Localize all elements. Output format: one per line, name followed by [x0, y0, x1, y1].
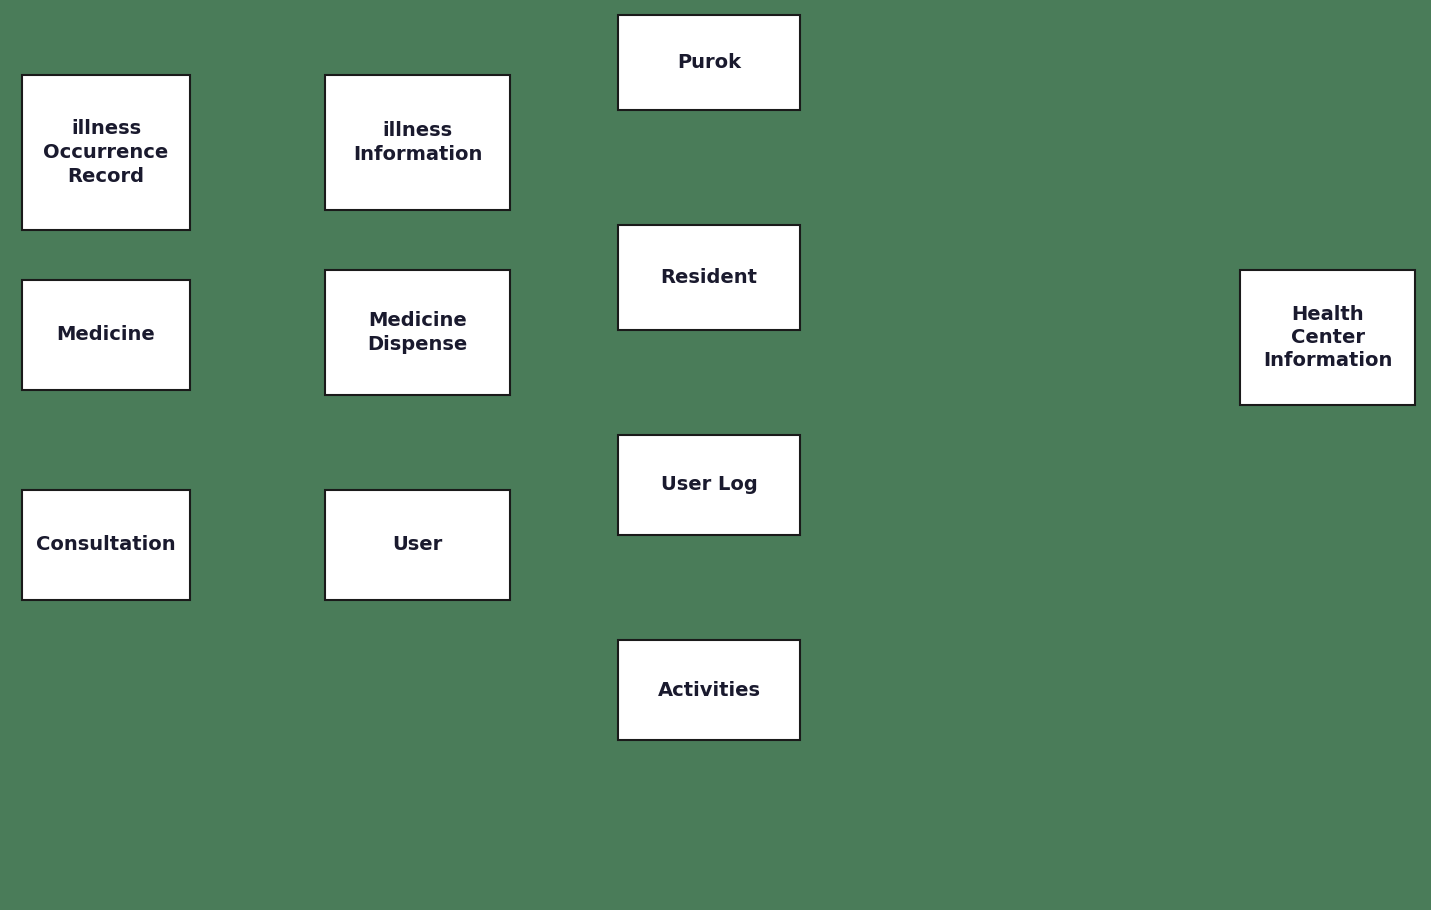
Text: User Log: User Log	[661, 476, 757, 494]
Text: Consultation: Consultation	[36, 535, 176, 554]
Bar	[325, 490, 509, 600]
Bar	[618, 225, 800, 330]
Text: Activities: Activities	[657, 681, 760, 700]
Text: Medicine
Dispense: Medicine Dispense	[368, 311, 468, 354]
Bar	[618, 435, 800, 535]
Bar	[325, 270, 509, 395]
Text: Medicine: Medicine	[57, 326, 156, 345]
Text: User: User	[392, 535, 442, 554]
Bar	[21, 75, 190, 230]
Bar	[618, 640, 800, 740]
Text: Resident: Resident	[661, 268, 757, 287]
Text: illness
Information: illness Information	[353, 121, 482, 164]
Text: Health
Center
Information: Health Center Information	[1262, 305, 1392, 370]
Bar	[21, 490, 190, 600]
Text: Purok: Purok	[677, 53, 741, 72]
Bar	[21, 280, 190, 390]
Text: illness
Occurrence
Record: illness Occurrence Record	[43, 119, 169, 186]
Bar	[325, 75, 509, 210]
Bar	[618, 15, 800, 110]
Bar	[1241, 270, 1415, 405]
